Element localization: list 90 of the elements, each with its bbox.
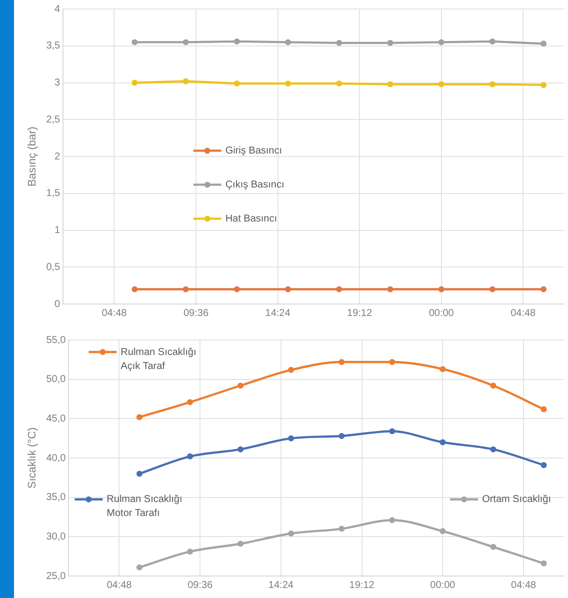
point <box>234 286 240 292</box>
legend-label: Hat Basıncı <box>225 213 278 224</box>
point <box>540 82 547 88</box>
x-tick-label: 04:48 <box>510 308 536 319</box>
y-tick-label: 3,5 <box>46 40 61 52</box>
y-tick-label: 45,0 <box>46 413 66 424</box>
point <box>440 528 446 534</box>
y-tick-label: 55,0 <box>46 334 66 346</box>
y-tick-label: 30,0 <box>46 531 66 542</box>
y-tick-label: 2,5 <box>46 114 61 126</box>
point <box>284 39 291 46</box>
point <box>540 462 547 468</box>
point <box>234 80 240 86</box>
point <box>338 432 345 439</box>
y-tick-label: 4 <box>54 4 61 15</box>
point <box>490 382 496 389</box>
point <box>338 359 345 366</box>
point <box>336 286 342 292</box>
point <box>540 406 547 412</box>
point <box>182 39 189 46</box>
point <box>489 286 496 292</box>
point <box>186 453 193 460</box>
point <box>288 435 294 442</box>
point <box>238 540 244 547</box>
point <box>336 80 342 86</box>
point <box>234 38 240 44</box>
point <box>440 366 446 372</box>
x-tick-label: 14:24 <box>268 580 294 591</box>
y-tick-label: 0,5 <box>46 262 61 273</box>
point <box>440 439 446 446</box>
x-tick-label: 19:12 <box>347 308 372 319</box>
point <box>387 40 394 46</box>
y-tick-label: 50,0 <box>46 374 66 386</box>
y-axis-title: Basınç (bar) <box>26 126 39 186</box>
x-tick-label: 19:12 <box>349 580 375 591</box>
point <box>387 81 394 88</box>
point <box>540 560 547 566</box>
y-tick-label: 3 <box>54 78 61 88</box>
y-axis-title: Sıcaklık (°C) <box>26 427 39 489</box>
x-tick-label: 04:48 <box>511 580 537 591</box>
y-tick-label: 1,5 <box>46 188 61 200</box>
point <box>389 517 396 524</box>
point <box>490 544 496 550</box>
x-tick-label: 04:48 <box>102 308 128 319</box>
legend-label: Çıkış Basıncı <box>225 179 284 190</box>
point <box>489 81 496 88</box>
legend-label: Giriş Basıncı <box>225 145 282 156</box>
point <box>284 286 291 292</box>
point <box>438 81 444 88</box>
x-tick-label: 14:24 <box>265 308 291 319</box>
point <box>284 80 291 86</box>
point <box>132 80 138 86</box>
legend-label: Ortam Sıcaklığı <box>482 494 551 506</box>
point <box>186 548 193 555</box>
point <box>136 470 142 477</box>
point <box>182 286 189 292</box>
point <box>288 366 294 373</box>
point <box>387 286 394 292</box>
y-tick-label: 25,0 <box>46 570 66 582</box>
point <box>438 39 444 46</box>
point <box>389 359 396 366</box>
point <box>132 286 138 292</box>
x-tick-label: 09:36 <box>188 580 214 591</box>
point <box>186 399 193 406</box>
y-tick-label: 0 <box>54 298 61 310</box>
point <box>238 446 244 452</box>
point <box>389 428 396 434</box>
point <box>490 446 496 452</box>
point <box>489 38 496 44</box>
x-tick-label: 04:48 <box>106 580 132 591</box>
point <box>288 530 294 537</box>
point <box>438 286 444 292</box>
legend-label: Rulman Sıcaklığı Motor Tarafı <box>106 494 182 520</box>
x-tick-label: 00:00 <box>428 308 454 319</box>
y-tick-label: 2 <box>54 151 61 162</box>
y-tick-label: 40,0 <box>46 452 66 464</box>
y-tick-label: 35,0 <box>46 492 66 504</box>
point <box>540 40 547 47</box>
point <box>338 526 345 532</box>
point <box>136 564 142 570</box>
point <box>336 40 342 46</box>
x-tick-label: 09:36 <box>183 308 209 319</box>
point <box>132 39 138 46</box>
legend-label: Rulman Sıcaklığı Açık Taraf <box>120 346 196 372</box>
point <box>136 414 142 420</box>
x-tick-label: 00:00 <box>430 580 456 591</box>
point <box>182 78 189 84</box>
point <box>238 382 244 389</box>
y-tick-label: 1 <box>54 225 61 236</box>
point <box>540 286 547 292</box>
